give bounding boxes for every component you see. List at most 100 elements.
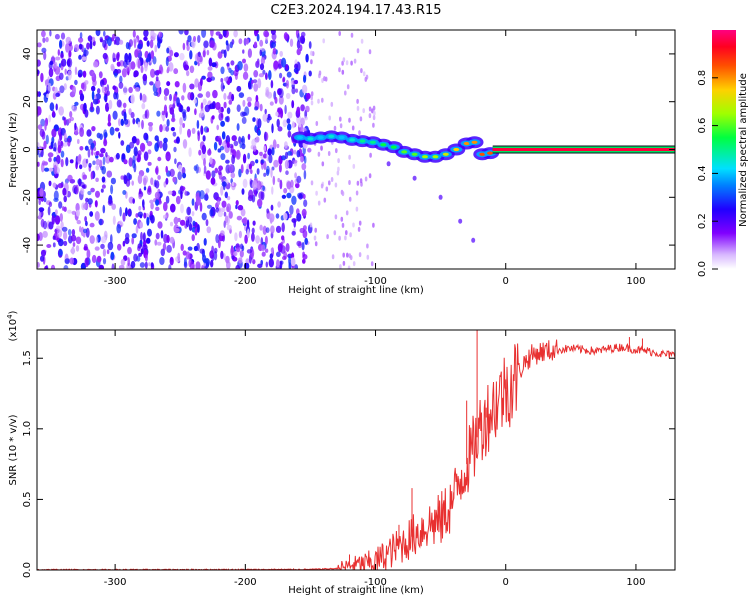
noise-cell — [315, 190, 318, 196]
noise-cell — [300, 117, 305, 126]
noise-cell — [182, 123, 186, 128]
noise-cell — [279, 260, 283, 269]
noise-cell — [95, 165, 100, 171]
noise-cell — [186, 106, 191, 112]
spectrogram-y-label: Frequency (Hz) — [8, 112, 19, 188]
noise-cell — [209, 157, 213, 165]
noise-cell — [43, 197, 47, 203]
noise-cell — [52, 242, 56, 248]
noise-cell — [144, 62, 148, 72]
noise-cell — [220, 207, 226, 213]
noise-cell — [74, 79, 78, 86]
noise-cell — [157, 221, 163, 229]
noise-cell — [355, 206, 359, 212]
noise-cell — [92, 79, 97, 87]
noise-cell — [95, 190, 100, 198]
noise-cell — [260, 159, 265, 164]
noise-cell — [260, 244, 266, 252]
noise-cell — [270, 204, 274, 211]
noise-cell — [281, 194, 287, 199]
noise-cell — [285, 79, 290, 89]
colorbar-ticks: 0.0 0.2 0.4 0.6 0.8 — [697, 70, 718, 277]
noise-cell — [173, 68, 179, 75]
noise-cell — [61, 58, 67, 67]
noise-cell — [114, 127, 120, 132]
noise-cell — [227, 196, 231, 201]
noise-cell — [202, 135, 206, 142]
noise-cell — [220, 82, 225, 92]
noise-cell — [191, 198, 195, 206]
noise-cell — [68, 50, 72, 58]
noise-cell — [350, 60, 353, 66]
noise-cell — [166, 244, 172, 253]
noise-cell — [273, 60, 279, 70]
noise-cell — [135, 225, 139, 234]
noise-cell — [179, 117, 183, 126]
noise-cell — [40, 255, 45, 262]
noise-cell — [69, 159, 74, 164]
noise-cell — [75, 245, 80, 252]
noise-cell — [346, 252, 349, 258]
noise-cell — [174, 81, 180, 88]
noise-cell — [171, 190, 177, 197]
noise-cell — [80, 82, 85, 90]
noise-cell — [286, 181, 292, 190]
noise-cell — [210, 177, 216, 185]
signal-core-cell — [442, 152, 449, 156]
noise-cell — [201, 212, 207, 221]
noise-cell — [214, 167, 219, 174]
noise-cell — [165, 125, 170, 132]
noise-cell — [258, 73, 265, 78]
noise-cell — [299, 227, 305, 234]
noise-cell — [200, 125, 204, 135]
noise-cell — [322, 38, 326, 44]
noise-cell — [52, 147, 57, 152]
noise-cell — [101, 84, 105, 94]
noise-cell — [65, 43, 70, 53]
noise-cell — [267, 148, 272, 156]
noise-cell — [137, 174, 143, 185]
noise-cell — [287, 123, 292, 131]
noise-cell — [166, 234, 170, 244]
noise-cell — [186, 44, 190, 52]
signal-core-cell — [471, 140, 478, 144]
noise-cell — [257, 118, 262, 129]
noise-cell — [40, 72, 44, 83]
noise-cell — [169, 256, 174, 266]
noise-cell — [262, 185, 265, 191]
noise-cell — [63, 231, 68, 241]
noise-cell — [90, 101, 94, 111]
snr-multiplier-label: (x104) — [6, 310, 19, 341]
noise-cell — [255, 60, 259, 67]
noise-cell — [130, 111, 135, 119]
noise-cell — [265, 72, 268, 80]
noise-cell — [49, 60, 54, 66]
noise-cell — [134, 49, 139, 58]
y-tick-label: -40 — [22, 237, 33, 253]
noise-cell — [220, 230, 225, 237]
noise-cell — [265, 36, 268, 44]
noise-cell — [48, 114, 52, 123]
noise-cell — [132, 155, 136, 164]
noise-cell — [275, 111, 279, 117]
noise-cell — [95, 177, 99, 182]
noise-cell — [150, 262, 154, 268]
noise-cell — [101, 236, 107, 244]
noise-cell — [94, 200, 98, 208]
signal-core-cell — [479, 152, 486, 156]
noise-cell — [337, 158, 340, 164]
noise-cell — [40, 118, 46, 127]
noise-cell — [197, 51, 201, 58]
noise-cell — [49, 30, 52, 37]
y-tick-label: 1.5 — [22, 350, 33, 366]
noise-cell — [128, 52, 132, 63]
noise-cell — [211, 115, 215, 120]
signal-core-cell — [411, 152, 418, 156]
noise-cell — [89, 235, 95, 244]
noise-cell — [106, 249, 110, 255]
noise-cell — [251, 79, 254, 84]
noise-cell — [67, 70, 72, 81]
noise-cell — [116, 223, 121, 234]
noise-cell — [181, 109, 187, 115]
noise-cell — [223, 49, 227, 58]
